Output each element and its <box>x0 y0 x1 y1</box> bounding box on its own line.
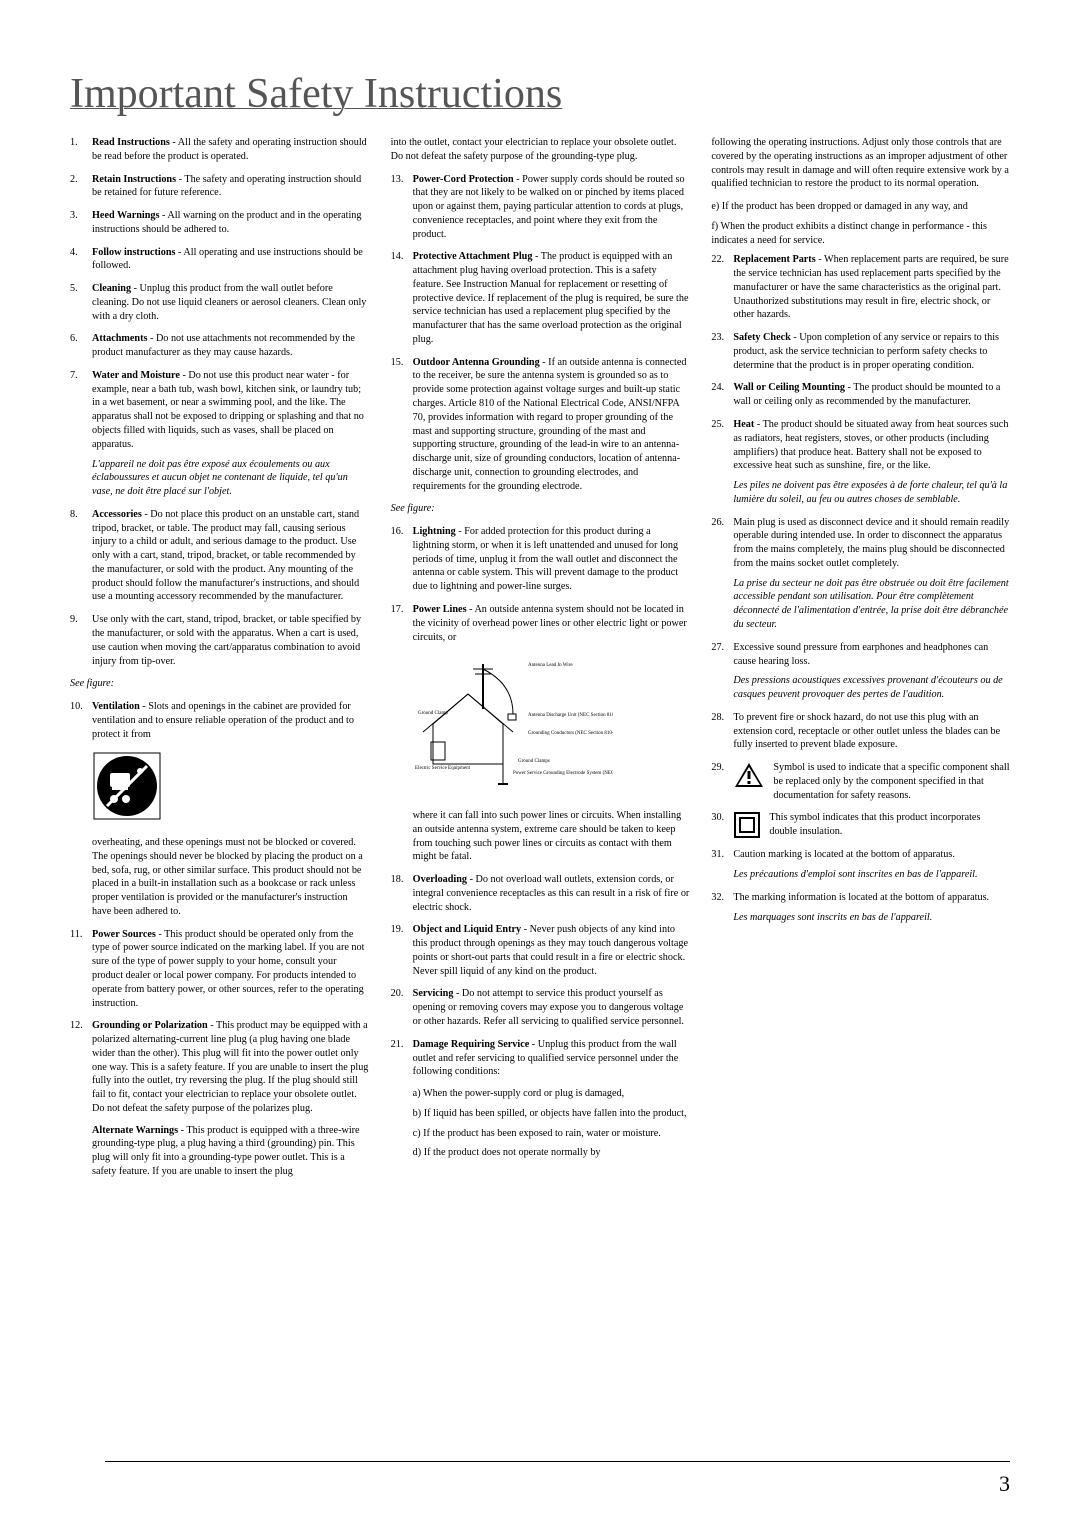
item-9: Use only with the cart, stand, tripod, b… <box>70 613 369 668</box>
item-3: Heed Warnings - All warning on the produ… <box>70 209 369 237</box>
item-19: Object and Liquid Entry - Never push obj… <box>391 923 690 978</box>
warning-triangle-icon <box>733 761 765 789</box>
see-figure-1: See figure: <box>70 677 369 691</box>
item-25: Heat - The product should be situated aw… <box>711 418 1010 507</box>
item-17-cont: where it can fall into such power lines … <box>391 809 690 864</box>
content-columns: Read Instructions - All the safety and o… <box>70 136 1010 1188</box>
item-27: Excessive sound pressure from earphones … <box>711 641 1010 702</box>
item-26: Main plug is used as disconnect device a… <box>711 516 1010 632</box>
svg-text:Electric Service Equipment: Electric Service Equipment <box>415 766 471 771</box>
column-1: Read Instructions - All the safety and o… <box>70 136 369 1188</box>
item-32-french: Les marquages sont inscrits en bas de l'… <box>733 911 1010 925</box>
item-2: Retain Instructions - The safety and ope… <box>70 173 369 201</box>
svg-text:Antenna Lead In Wire: Antenna Lead In Wire <box>528 663 573 668</box>
item-21-cont: following the operating instructions. Ad… <box>711 136 1010 191</box>
item-21c: c) If the product has been exposed to ra… <box>413 1127 690 1141</box>
item-12: Grounding or Polarization - This product… <box>70 1019 369 1178</box>
see-figure-2: See figure: <box>391 502 690 516</box>
item-32: The marking information is located at th… <box>711 891 1010 925</box>
item-28: To prevent fire or shock hazard, do not … <box>711 711 1010 752</box>
item-8: Accessories - Do not place this product … <box>70 508 369 604</box>
item-18: Overloading - Do not overload wall outle… <box>391 873 690 914</box>
page-title: Important Safety Instructions <box>70 70 1010 118</box>
page-number: 3 <box>999 1471 1010 1497</box>
svg-text:Power Service Grounding Electr: Power Service Grounding Electrode System… <box>513 771 613 776</box>
cart-figure <box>70 751 369 826</box>
item-21a: a) When the power-supply cord or plug is… <box>413 1087 690 1101</box>
item-24: Wall or Ceiling Mounting - The product s… <box>711 381 1010 409</box>
item-21b: b) If liquid has been spilled, or object… <box>413 1107 690 1121</box>
antenna-figure: Antenna Lead In Wire Ground Clamp Antenn… <box>413 654 690 799</box>
item-17: Power Lines - An outside antenna system … <box>391 603 690 644</box>
svg-text:Grounding Conductors (NEC Sect: Grounding Conductors (NEC Section 810-21… <box>528 731 613 736</box>
item-16: Lightning - For added protection for thi… <box>391 525 690 594</box>
item-21f: f) When the product exhibits a distinct … <box>711 220 1010 248</box>
double-insulation-icon <box>733 811 761 839</box>
item-22: Replacement Parts - When replacement par… <box>711 253 1010 322</box>
item-7-french: L'appareil ne doit pas être exposé aux é… <box>92 458 369 499</box>
item-12-cont: into the outlet, contact your electricia… <box>391 136 690 164</box>
item-13: Power-Cord Protection - Power supply cor… <box>391 173 690 242</box>
item-10: Ventilation - Slots and openings in the … <box>70 700 369 741</box>
item-5: Cleaning - Unplug this product from the … <box>70 282 369 323</box>
item-10-cont: overheating, and these openings must not… <box>70 836 369 919</box>
item-29: 29. Symbol is used to indicate that a sp… <box>711 761 1010 802</box>
item-4: Follow instructions - All operating and … <box>70 246 369 274</box>
item-25-french: Les piles ne doivent pas être exposées à… <box>733 479 1010 507</box>
item-15: Outdoor Antenna Grounding - If an outsid… <box>391 356 690 494</box>
column-2: into the outlet, contact your electricia… <box>391 136 690 1188</box>
item-26-french: La prise du secteur ne doit pas être obs… <box>733 577 1010 632</box>
svg-text:Antenna Discharge Unit (NEC Se: Antenna Discharge Unit (NEC Section 810-… <box>528 713 613 718</box>
item-21e: e) If the product has been dropped or da… <box>711 200 1010 214</box>
column-3: following the operating instructions. Ad… <box>711 136 1010 1188</box>
svg-text:Ground Clamps: Ground Clamps <box>518 759 550 764</box>
item-23: Safety Check - Upon completion of any se… <box>711 331 1010 372</box>
item-30: 30. This symbol indicates that this prod… <box>711 811 1010 839</box>
item-31: Caution marking is located at the bottom… <box>711 848 1010 882</box>
item-31-french: Les précautions d'emploi sont inscrites … <box>733 868 1010 882</box>
item-20: Servicing - Do not attempt to service th… <box>391 987 690 1028</box>
item-21d: d) If the product does not operate norma… <box>413 1146 690 1160</box>
item-21: Damage Requiring Service - Unplug this p… <box>391 1038 690 1160</box>
item-7: Water and Moisture - Do not use this pro… <box>70 369 369 499</box>
item-1: Read Instructions - All the safety and o… <box>70 136 369 164</box>
item-27-french: Des pressions acoustiques excessives pro… <box>733 674 1010 702</box>
item-11: Power Sources - This product should be o… <box>70 928 369 1011</box>
svg-text:Ground Clamp: Ground Clamp <box>418 711 448 716</box>
item-14: Protective Attachment Plug - The product… <box>391 250 690 346</box>
item-6: Attachments - Do not use attachments not… <box>70 332 369 360</box>
bottom-rule <box>105 1461 1010 1462</box>
